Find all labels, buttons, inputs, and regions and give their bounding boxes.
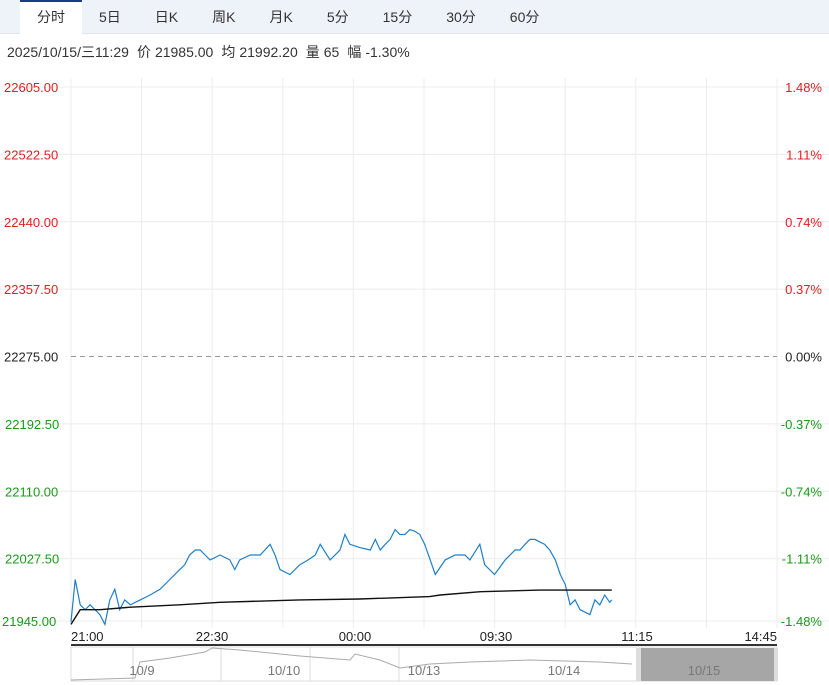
pct-tick-label: -1.48% — [781, 614, 823, 629]
price-tick-label: 22440.00 — [4, 215, 58, 230]
navigator-date-label: 10/10 — [268, 663, 301, 678]
date-navigator[interactable]: 10/9 10/10 10/13 10/14 10/15 — [70, 646, 778, 682]
pct-tick-label: 0.00% — [785, 350, 822, 365]
navigator-handle-right[interactable] — [774, 648, 778, 681]
price-value: 21985.00 — [154, 44, 214, 60]
time-tick-label: 09:30 — [480, 629, 513, 644]
pct-tick-label: 1.11% — [786, 147, 822, 162]
price-tick-label: 22275.00 — [4, 350, 58, 365]
tab-60min[interactable]: 60分 — [509, 9, 540, 25]
pct-tick-label: 0.37% — [785, 282, 822, 297]
navigator-date-label: 10/13 — [408, 663, 441, 678]
tab-monthly-k[interactable]: 月K — [269, 9, 293, 25]
pct-tick-label: -0.74% — [781, 484, 823, 499]
time-tick-label: 22:30 — [196, 629, 229, 644]
volume-label: 量 — [305, 44, 320, 60]
price-tick-label: 22605.00 — [4, 80, 58, 95]
price-tick-label: 22522.50 — [4, 147, 58, 162]
price-label: 价 — [136, 44, 151, 60]
period-tabs: 分时 5日 日K 周K 月K 5分 15分 30分 60分 — [0, 0, 829, 34]
change-label: 幅 — [347, 44, 362, 60]
price-tick-label: 22110.00 — [5, 484, 58, 499]
pct-tick-label: -1.11% — [782, 552, 823, 567]
tab-5day[interactable]: 5日 — [99, 9, 121, 25]
pct-tick-label: -0.37% — [781, 417, 823, 432]
tab-15min[interactable]: 15分 — [382, 9, 413, 25]
time-tick-label: 14:45 — [744, 629, 777, 644]
navigator-date-label: 10/9 — [129, 663, 154, 678]
navigator-date-label: 10/14 — [548, 663, 581, 678]
price-line — [70, 528, 613, 627]
time-tick-label: 00:00 — [339, 629, 372, 644]
volume-value: 65 — [323, 44, 340, 60]
price-tick-label: 22357.50 — [4, 282, 58, 297]
navigator-handle-left[interactable] — [636, 648, 641, 681]
tab-5min[interactable]: 5分 — [326, 9, 349, 25]
avg-value: 21992.20 — [239, 44, 298, 60]
time-tick-label: 11:15 — [621, 629, 653, 644]
tab-daily-k[interactable]: 日K — [154, 9, 179, 25]
tab-intraday[interactable]: 分时 — [20, 0, 82, 34]
price-tick-label: 22192.50 — [5, 417, 59, 432]
average-price-line — [70, 589, 612, 625]
price-tick-label: 22027.50 — [5, 552, 59, 567]
tab-30min[interactable]: 30分 — [446, 9, 476, 25]
price-tick-label: 21945.00 — [2, 614, 56, 629]
change-value: -1.30% — [365, 44, 410, 60]
time-tick-label: 21:00 — [71, 629, 104, 644]
avg-label: 均 — [221, 44, 236, 60]
navigator-date-label: 10/15 — [688, 663, 721, 678]
pct-tick-label: 0.74% — [785, 215, 822, 230]
pct-tick-label: 1.48% — [785, 80, 822, 95]
datetime: 2025/10/15/三11:29 — [7, 44, 129, 60]
tab-weekly-k[interactable]: 周K — [212, 9, 236, 25]
navigator-history-line — [70, 647, 633, 681]
navigator-selection — [641, 648, 774, 681]
quote-info-bar: 2025/10/15/三11:29 价 21985.00 均 21992.20 量 65 幅 -… — [7, 42, 418, 62]
